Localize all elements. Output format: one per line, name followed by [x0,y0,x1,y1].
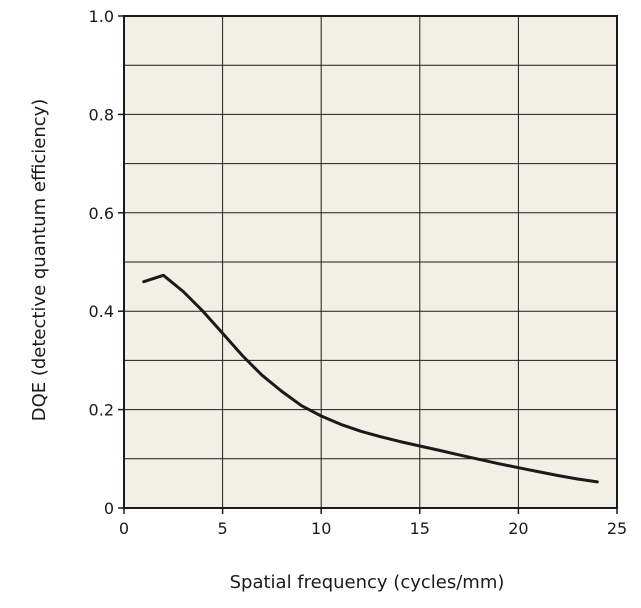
x-tick-label: 0 [119,519,129,538]
y-tick-label: 0 [104,499,114,518]
grid-lines [124,16,617,508]
plot-frame [123,15,618,509]
x-tick-label: 5 [218,519,228,538]
x-tick-label: 15 [410,519,430,538]
y-tick-label: 0.6 [89,204,114,223]
series-layer [142,273,599,484]
y-tick-label: 0.2 [89,401,114,420]
x-axis-title: Spatial frequency (cycles/mm) [230,572,505,593]
x-tick-label: 25 [607,519,627,538]
x-tick-label: 20 [508,519,528,538]
y-tick-label: 0.8 [89,105,114,124]
x-tick-label: 10 [311,519,331,538]
y-tick-label: 1.0 [89,7,114,26]
series-line [142,273,599,484]
x-axis-ticks: 0 5 10 15 20 25 [119,508,627,538]
y-tick-label: 0.4 [89,302,114,321]
y-axis-ticks: 0 0.2 0.4 0.6 0.8 1.0 [89,7,124,518]
y-axis-title: DQE (detective quantum efficiency) [29,99,50,422]
